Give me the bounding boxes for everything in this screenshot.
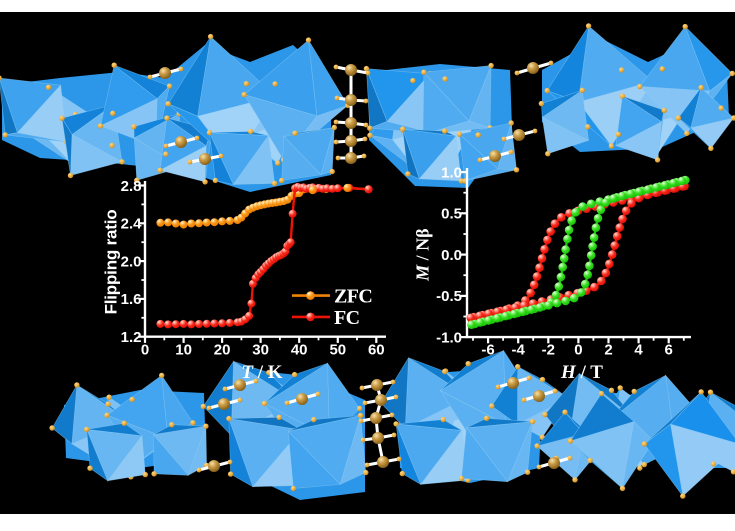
svg-text:30: 30 [252,341,269,358]
svg-text:0: 0 [141,341,149,358]
svg-text:1.6: 1.6 [121,291,142,308]
svg-text:4: 4 [634,341,643,358]
svg-text:2: 2 [604,341,612,358]
svg-text:50: 50 [329,341,346,358]
svg-text:20: 20 [214,341,231,358]
svg-text:2.4: 2.4 [121,216,143,233]
svg-text:-6: -6 [481,341,494,358]
svg-text:2.0: 2.0 [121,253,142,270]
svg-text:1.0: 1.0 [441,164,462,181]
svg-text:0: 0 [574,341,582,358]
svg-text:-4: -4 [512,341,526,358]
svg-text:M / Nβ: M / Nβ [413,228,433,282]
svg-text:2.8: 2.8 [121,178,142,195]
svg-text:T / K: T / K [241,362,282,383]
svg-text:60: 60 [368,341,385,358]
svg-text:ZFC: ZFC [334,286,372,308]
svg-text:Flipping ratio: Flipping ratio [102,210,121,315]
svg-text:10: 10 [175,341,192,358]
svg-text:0.0: 0.0 [441,247,462,264]
svg-text:-1.0: -1.0 [436,329,462,346]
svg-text:FC: FC [334,307,359,329]
svg-text:-0.5: -0.5 [436,288,462,305]
svg-text:6: 6 [665,341,673,358]
svg-text:0.5: 0.5 [441,206,462,223]
svg-text:-2: -2 [542,341,555,358]
svg-text:1.2: 1.2 [121,329,142,346]
svg-text:H / T: H / T [560,362,603,383]
svg-text:40: 40 [291,341,308,358]
